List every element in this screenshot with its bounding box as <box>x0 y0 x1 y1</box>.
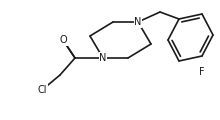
Text: N: N <box>134 17 142 27</box>
Text: F: F <box>199 67 205 77</box>
Text: N: N <box>99 53 107 63</box>
Text: O: O <box>59 35 67 45</box>
Text: Cl: Cl <box>37 85 47 95</box>
